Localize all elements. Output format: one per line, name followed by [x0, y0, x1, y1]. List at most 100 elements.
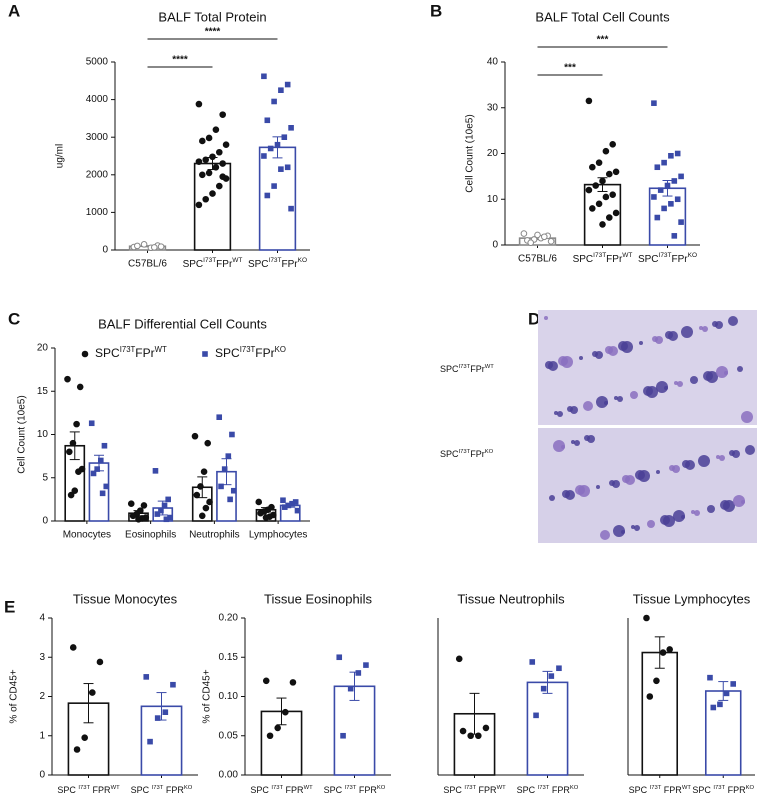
cell	[707, 505, 715, 513]
point	[212, 163, 220, 171]
point	[195, 201, 203, 209]
cell	[554, 411, 558, 415]
y-tick-label: 4000	[86, 94, 109, 105]
point	[455, 655, 463, 663]
cell	[596, 485, 600, 489]
cell	[549, 495, 555, 501]
cell	[639, 341, 643, 345]
point	[199, 137, 206, 145]
point	[280, 497, 286, 504]
point	[200, 468, 208, 475]
cell	[622, 475, 630, 483]
cell	[673, 510, 685, 522]
point	[589, 163, 596, 171]
point	[274, 724, 281, 732]
cell	[600, 530, 610, 540]
x-tick-label-part: SPC	[443, 785, 464, 795]
x-tick-label-part: SPC	[183, 259, 204, 270]
point	[609, 191, 616, 198]
point	[197, 483, 204, 490]
cell	[719, 455, 725, 461]
point	[205, 169, 213, 177]
point	[81, 350, 89, 358]
point	[218, 483, 224, 490]
point	[147, 738, 153, 745]
cell	[691, 510, 695, 514]
point	[651, 194, 657, 200]
cell	[716, 366, 728, 378]
point	[154, 715, 161, 721]
point	[229, 431, 235, 438]
panel-letter: D	[528, 309, 540, 328]
point	[219, 173, 226, 180]
cell	[630, 391, 638, 399]
significance-label: ****	[205, 27, 221, 38]
cell	[741, 411, 753, 423]
point	[76, 383, 84, 391]
point	[219, 111, 226, 118]
cell	[656, 381, 668, 393]
bar	[641, 651, 679, 776]
bar	[258, 146, 297, 251]
micrograph-label-part: I73T	[459, 364, 471, 370]
x-tick-label-part: SPC	[517, 785, 538, 795]
cell	[592, 351, 598, 357]
point	[167, 514, 173, 521]
cell	[605, 346, 613, 354]
point	[599, 177, 606, 185]
x-tick-label-part: I73T	[538, 785, 550, 791]
point	[257, 509, 264, 517]
cell	[557, 411, 563, 417]
cell	[728, 316, 738, 326]
x-tick-label-part: KO	[377, 785, 386, 791]
point	[643, 614, 650, 622]
point	[723, 690, 730, 697]
point	[355, 670, 362, 676]
cell	[579, 356, 583, 360]
point	[595, 200, 603, 208]
point	[193, 491, 201, 499]
point	[165, 496, 171, 503]
point	[162, 709, 169, 715]
cell	[618, 341, 628, 351]
y-axis-label: % of CD45+	[202, 669, 213, 723]
micrograph-label-part: FPr	[470, 364, 485, 374]
point	[533, 712, 539, 719]
point	[195, 158, 203, 165]
x-tick-label-part: I73T	[152, 785, 164, 791]
point	[336, 654, 343, 661]
point	[612, 168, 620, 176]
y-tick-label: 3	[39, 652, 45, 663]
cell	[613, 525, 625, 537]
x-tick-label-part: WT	[622, 252, 632, 259]
x-tick-label-part: FPr	[606, 254, 623, 265]
cell	[702, 326, 708, 332]
point	[99, 490, 106, 497]
point	[654, 164, 661, 171]
point	[255, 498, 263, 506]
y-axis-label: % of CD45+	[9, 669, 20, 723]
x-tick-label: SPC I73T FPRKO	[692, 785, 754, 796]
point	[75, 468, 82, 475]
x-tick-label: SPCI73TFPrKO	[638, 252, 697, 265]
point	[67, 491, 75, 499]
cell	[665, 331, 673, 339]
point	[602, 193, 610, 201]
point	[202, 156, 210, 164]
x-tick-label-part: SPC	[629, 785, 650, 795]
y-tick-label: 10	[487, 194, 499, 205]
micrograph-label: SPCI73TFPrKO	[440, 449, 494, 460]
point	[103, 483, 110, 490]
x-tick-label-part: SPC	[248, 259, 269, 270]
micrograph-label-part: KO	[485, 449, 494, 455]
point	[127, 500, 135, 508]
legend-label-part: FPr	[135, 346, 154, 360]
x-tick-label-part: I73T	[593, 252, 606, 259]
legend-label-part: FPr	[255, 346, 274, 360]
x-tick-label: SPC I73T FPRWT	[250, 785, 313, 796]
cell	[545, 361, 553, 369]
point	[605, 170, 613, 178]
legend-label: SPCI73TFPrKO	[215, 345, 286, 360]
point	[278, 166, 284, 172]
x-tick-label-part: FPR	[476, 785, 497, 795]
